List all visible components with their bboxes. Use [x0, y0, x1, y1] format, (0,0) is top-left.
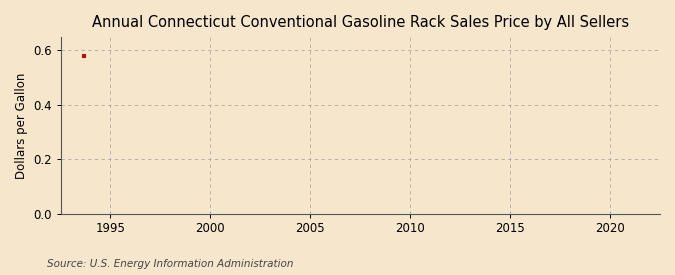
Text: Source: U.S. Energy Information Administration: Source: U.S. Energy Information Administ… [47, 259, 294, 269]
Title: Annual Connecticut Conventional Gasoline Rack Sales Price by All Sellers: Annual Connecticut Conventional Gasoline… [92, 15, 629, 30]
Y-axis label: Dollars per Gallon: Dollars per Gallon [15, 72, 28, 178]
